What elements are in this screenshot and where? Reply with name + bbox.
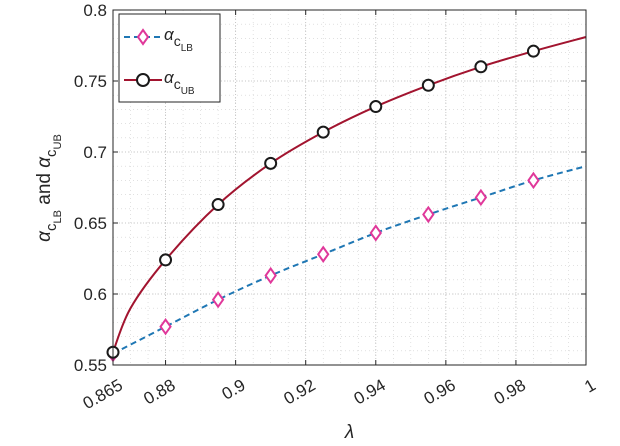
legend-lb-subsub: LB: [181, 43, 194, 54]
x-axis-title: λ: [344, 422, 354, 443]
marker-diamond: [369, 224, 383, 242]
marker-diamond: [316, 245, 330, 263]
marker-diamond: [527, 171, 540, 190]
marker-circle: [211, 198, 225, 212]
marker-circle: [264, 156, 278, 170]
y-title-subsub-lb: LB: [52, 210, 64, 223]
y-title-subsub-ub: UB: [52, 134, 64, 149]
legend-label-ub: αcUB: [164, 68, 195, 97]
y-title-sub-c-ub: c: [43, 149, 60, 157]
marker-circle: [474, 60, 488, 74]
y-tick-label: 0.55: [74, 356, 107, 375]
legend-ub-sub: c: [174, 76, 181, 92]
marker-circle: [421, 78, 435, 92]
marker-diamond: [474, 188, 488, 207]
y-tick-label: 0.8: [83, 1, 107, 20]
y-tick-label: 0.65: [74, 214, 107, 233]
legend-lb-sub: c: [174, 33, 181, 49]
marker-circle: [159, 253, 173, 267]
legend-label-lb: αcLB: [164, 25, 193, 54]
legend-ub-subsub: UB: [181, 86, 195, 97]
y-tick-label: 0.75: [74, 72, 107, 91]
plot-border: [112, 9, 587, 366]
y-title-and: and: [34, 168, 55, 210]
marker-diamond: [211, 290, 225, 309]
legend: αcLB αcUB: [118, 13, 221, 103]
marker-circle: [316, 125, 330, 139]
y-tick-label: 0.7: [83, 143, 107, 162]
y-title-sub-c-lb: c: [43, 223, 60, 231]
marker-diamond: [264, 266, 277, 285]
y-title-alpha-ub: α: [34, 156, 55, 168]
legend-marker-circle: [136, 73, 150, 87]
marker-circle: [369, 100, 383, 114]
y-axis-title: αcLB and αcUB: [34, 134, 64, 242]
y-tick-label: 0.6: [83, 285, 107, 304]
series-line-lb: [112, 165, 587, 355]
legend-ub-alpha: α: [164, 68, 175, 87]
y-title-alpha-lb: α: [34, 230, 55, 242]
marker-diamond: [159, 317, 172, 336]
marker-diamond: [422, 205, 435, 224]
marker-circle: [526, 44, 540, 58]
legend-box: [118, 13, 221, 103]
legend-lb-alpha: α: [164, 25, 175, 44]
legend-marker-diamond: [136, 28, 150, 46]
